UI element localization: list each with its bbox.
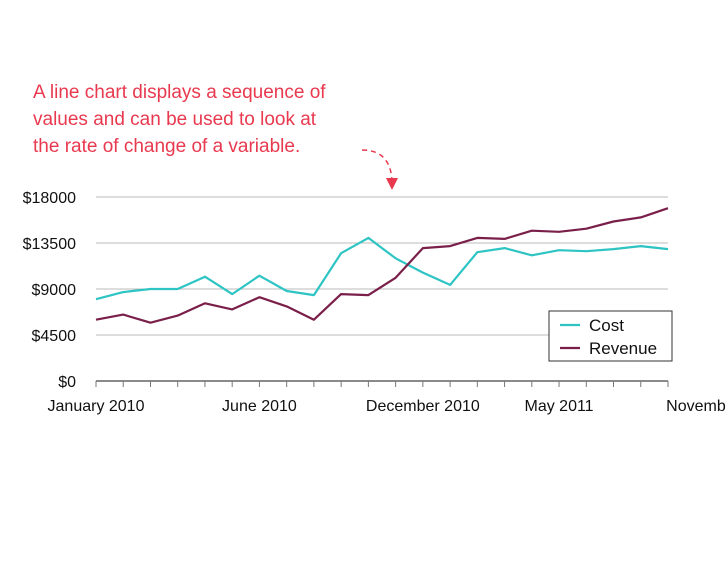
legend-box (548, 310, 673, 362)
legend-label-revenue: Revenue (589, 339, 657, 358)
annotation-line-2: values and can be used to look at (33, 109, 317, 130)
x-tick-label: June 2010 (222, 398, 297, 415)
y-axis-ticks: $0 $4500 $9000 $13500 $18000 (23, 190, 76, 391)
annotation-text: A line chart displays a sequence of valu… (33, 79, 393, 160)
grid-lines (96, 196, 668, 382)
legend: Cost Revenue (548, 310, 673, 362)
x-axis-ticks (95, 381, 669, 387)
y-tick-label: $18000 (23, 190, 76, 207)
y-tick-label: $9000 (32, 282, 77, 299)
x-tick-label: December 2010 (366, 398, 480, 415)
annotation-line-1: A line chart displays a sequence of (33, 82, 326, 103)
legend-label-cost: Cost (589, 316, 624, 335)
x-axis-labels: January 2010 June 2010 December 2010 May 20… (48, 398, 726, 415)
series-line-cost (95, 236, 669, 301)
x-tick-label: November 2011 (666, 398, 726, 415)
series-line-revenue (95, 207, 669, 324)
y-tick-label: $4500 (32, 328, 77, 345)
x-tick-label: January 2010 (48, 398, 145, 415)
y-tick-label: $0 (58, 374, 76, 391)
series-lines (95, 207, 669, 324)
x-tick-label: May 2011 (525, 398, 594, 415)
y-tick-label: $13500 (23, 236, 76, 253)
annotation-arrow-icon (361, 149, 398, 190)
annotation-line-3: the rate of change of a variable. (33, 136, 301, 157)
